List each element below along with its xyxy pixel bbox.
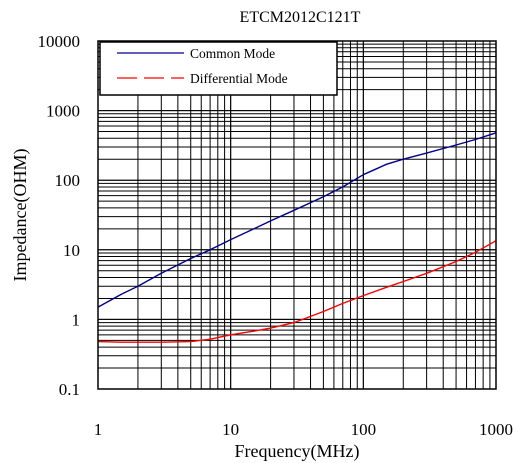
legend-label-differential-mode: Differential Mode	[190, 71, 288, 86]
legend: Common Mode Differential Mode	[99, 41, 338, 96]
y-tick-label: 10	[63, 241, 80, 260]
x-tick-label: 1000	[479, 420, 513, 439]
series-layer	[97, 132, 497, 343]
y-tick-label: 0.1	[59, 380, 80, 399]
x-tick-label: 1	[94, 420, 103, 439]
y-tick-labels: 0.1 1 10 100 1000 10000	[38, 32, 81, 399]
chart-title: ETCM2012C121T	[240, 9, 361, 26]
legend-box	[99, 41, 338, 96]
x-tick-labels: 1 10 100 1000	[94, 420, 513, 439]
y-tick-label: 10000	[38, 32, 81, 51]
legend-label-common-mode: Common Mode	[190, 46, 275, 61]
x-tick-label: 100	[351, 420, 377, 439]
x-tick-label: 10	[222, 420, 239, 439]
y-tick-label: 1	[72, 310, 81, 329]
series-common-mode-line	[97, 132, 497, 308]
y-tick-label: 1000	[46, 102, 80, 121]
y-axis-label: Impedance(OHM)	[10, 149, 31, 282]
plot-frame	[97, 40, 497, 390]
y-tick-label: 100	[55, 171, 81, 190]
x-axis-label: Frequency(MHz)	[235, 441, 360, 462]
series-differential-mode-line	[97, 240, 497, 343]
